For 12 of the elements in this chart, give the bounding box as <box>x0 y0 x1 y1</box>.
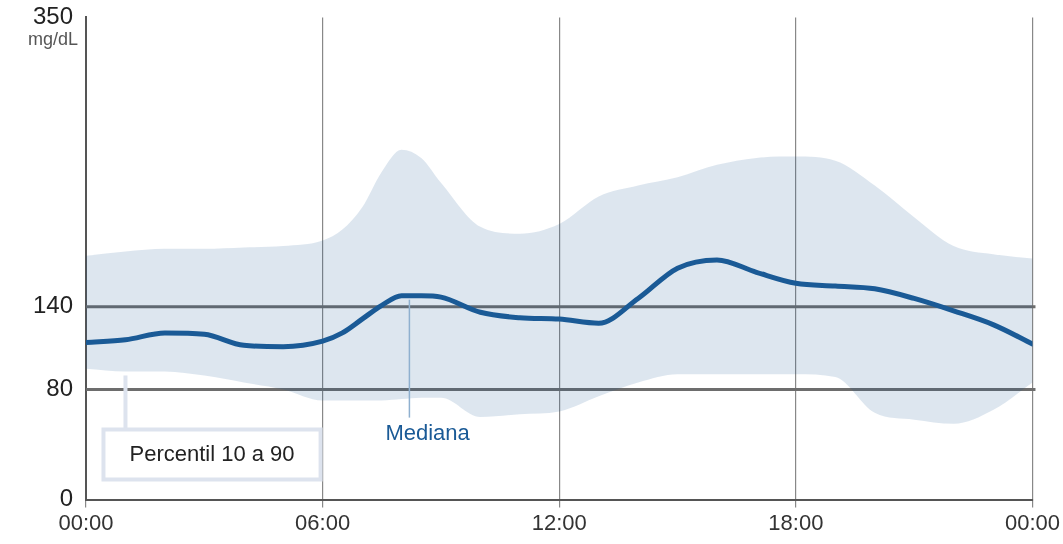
y-tick-label: 0 <box>59 484 74 512</box>
x-tick-label: 00:00 <box>58 509 114 535</box>
y-axis-title: mg/dL <box>28 29 79 50</box>
y-tick-label: 80 <box>46 374 74 402</box>
x-tick-label: 18:00 <box>768 509 824 535</box>
x-tick-label: 12:00 <box>531 509 587 535</box>
annotation: Mediana <box>385 419 471 445</box>
y-tick-label: 140 <box>33 291 74 319</box>
y-tick-label: 350 <box>33 2 74 30</box>
x-tick-label: 06:00 <box>295 509 351 535</box>
annotation: Percentil 10 a 90 <box>129 440 295 466</box>
x-tick-label: 00:00 <box>1004 509 1060 535</box>
